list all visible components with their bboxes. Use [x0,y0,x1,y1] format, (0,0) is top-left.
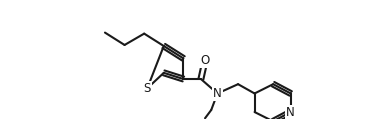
Text: N: N [286,106,295,119]
Text: O: O [200,54,210,67]
Text: N: N [213,87,222,100]
Text: S: S [144,82,151,95]
